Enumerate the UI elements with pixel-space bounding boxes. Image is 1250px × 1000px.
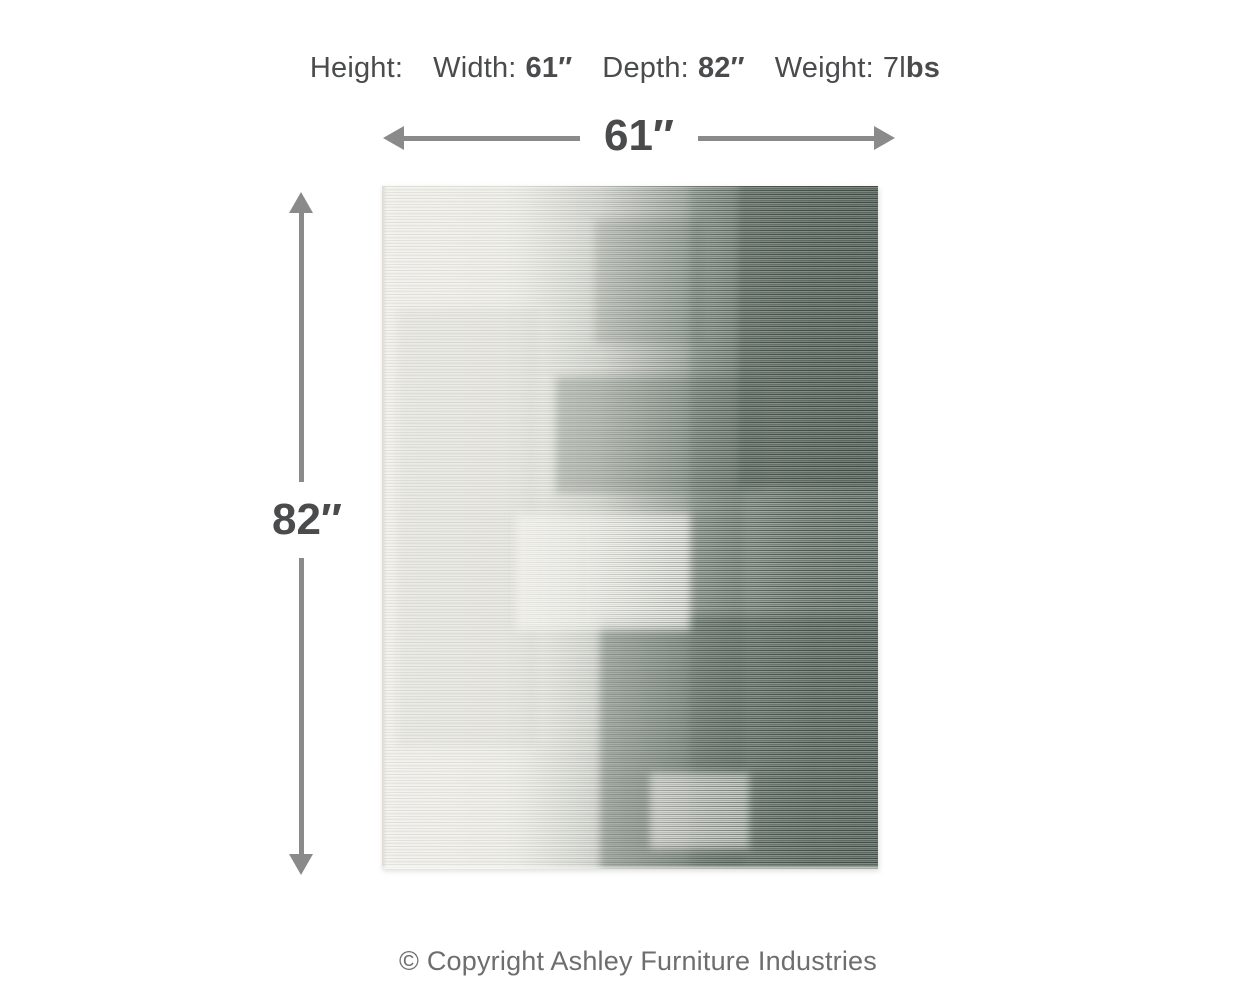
up-arrowhead-icon (289, 192, 313, 213)
size-header: Height: Width: 61″ Depth: 82″ Weight: 7l… (0, 52, 1250, 85)
width-dimension-arrow: 61″ (383, 114, 895, 162)
height-dimension-arrow: 82″ (267, 192, 347, 875)
height-dimension-value: 82″ (267, 482, 347, 558)
weight-unit: bs (905, 52, 941, 84)
down-arrowhead-icon (289, 854, 313, 875)
width-spec: Width: 61″ (433, 52, 572, 85)
width-arrow-line-left (404, 135, 580, 141)
width-arrow-left-segment (383, 126, 580, 150)
height-spec: Height: (310, 52, 403, 85)
rug-bottom-edge (382, 866, 878, 869)
width-dimension-value: 61″ (603, 111, 675, 160)
right-arrowhead-icon (874, 126, 895, 150)
rug-stripe-texture (382, 186, 878, 869)
rug-left-binding-edge (382, 186, 387, 869)
weight-label: Weight: (774, 52, 874, 84)
copyright-text: © Copyright Ashley Furniture Industries (399, 946, 877, 976)
depth-label: Depth: (602, 52, 689, 84)
height-label: Height: (309, 52, 404, 84)
width-arrow-right-segment (698, 126, 895, 150)
width-value: 61″ (525, 52, 573, 84)
left-arrowhead-icon (383, 126, 404, 150)
depth-spec: Depth: 82″ (602, 52, 744, 85)
weight-spec: Weight: 7l bs (775, 52, 940, 85)
depth-value: 82″ (697, 52, 745, 84)
rug-product-image (382, 186, 878, 869)
width-arrow-line-right (698, 135, 874, 141)
width-label: Width: (433, 52, 517, 84)
weight-value: 7l (882, 52, 906, 84)
